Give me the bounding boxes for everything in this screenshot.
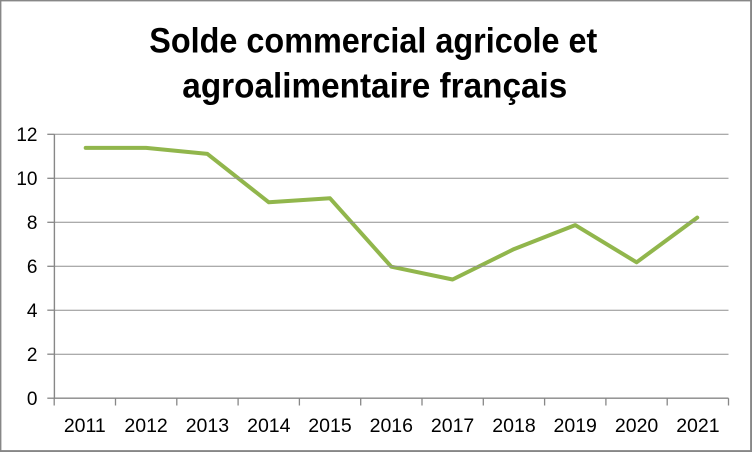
svg-text:2020: 2020 (615, 415, 659, 437)
svg-text:10: 10 (16, 169, 37, 190)
svg-text:8: 8 (27, 213, 38, 234)
svg-text:6: 6 (27, 257, 38, 278)
svg-text:4: 4 (27, 301, 38, 322)
svg-text:2013: 2013 (186, 415, 229, 437)
svg-text:2018: 2018 (492, 415, 535, 437)
svg-text:2012: 2012 (124, 415, 167, 437)
svg-text:2017: 2017 (431, 415, 474, 437)
svg-text:2021: 2021 (676, 415, 719, 437)
svg-text:2019: 2019 (554, 415, 597, 437)
svg-text:Solde commercial agricole et: Solde commercial agricole et (149, 21, 597, 61)
svg-text:2016: 2016 (370, 415, 413, 437)
svg-text:2: 2 (27, 345, 38, 366)
svg-text:2011: 2011 (64, 415, 106, 437)
svg-text:2015: 2015 (308, 415, 352, 437)
svg-text:agroalimentaire français: agroalimentaire français (182, 65, 567, 105)
svg-text:0: 0 (27, 389, 38, 410)
svg-text:2014: 2014 (247, 415, 291, 437)
svg-text:12: 12 (16, 125, 37, 146)
